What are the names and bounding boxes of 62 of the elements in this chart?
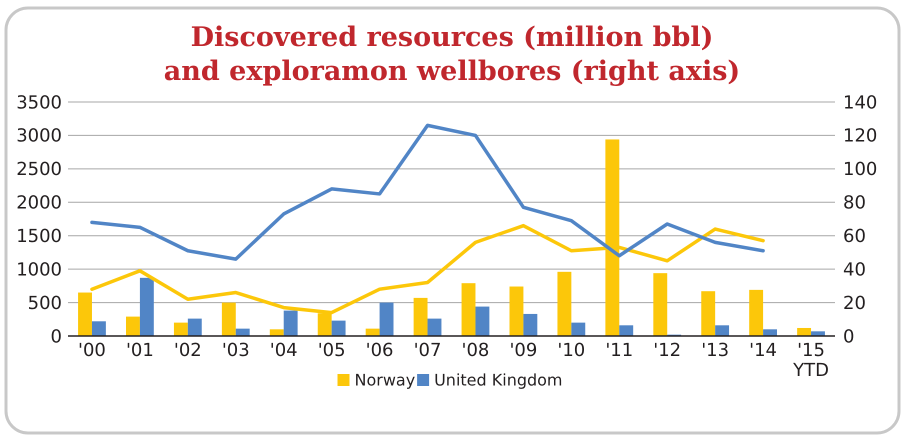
bar (332, 320, 346, 336)
x-tick-label: '15 YTD (792, 340, 829, 381)
bar (749, 290, 764, 336)
y2-tick-label: 0 (843, 326, 854, 348)
bar (510, 286, 524, 336)
x-tick-label: '02 (174, 340, 202, 361)
bar (475, 306, 490, 336)
x-tick-label: '08 (462, 340, 490, 361)
y2-tick-label: 80 (843, 192, 866, 214)
bar (236, 328, 250, 336)
y-tick-label: 0 (50, 326, 62, 348)
x-tick-label: '10 (557, 340, 586, 361)
chart-title: Discovered resources (million bbl) and exploramon wellbores (right axis) (164, 22, 740, 87)
y2-tick-label: 20 (843, 292, 866, 314)
x-tick-label: '09 (509, 340, 538, 361)
bar (380, 302, 394, 336)
x-tick-label: '14 (749, 340, 778, 361)
y2-tick-label: 120 (843, 126, 878, 147)
line-series (90, 124, 765, 261)
bar (414, 298, 428, 336)
x-tick-label: '13 (701, 340, 730, 361)
bar (523, 314, 538, 336)
x-tick-label: '03 (222, 340, 250, 361)
x-tick-label: '06 (366, 340, 394, 361)
x-tick-label: '07 (414, 340, 442, 361)
bar (126, 316, 140, 336)
y-tick-label: 2000 (16, 192, 62, 214)
y-tick-label: 3000 (16, 126, 62, 147)
bar (222, 302, 236, 336)
bar (366, 328, 380, 336)
bar (428, 318, 442, 336)
y-tick-label: 1500 (16, 226, 62, 248)
bar (92, 321, 106, 336)
legend-label: Norway (354, 370, 416, 390)
legend-label: United Kingdom (434, 370, 563, 390)
bar (763, 329, 777, 336)
x-tick-label: '05 (318, 340, 346, 361)
bar (619, 325, 634, 336)
x-tick-label: '00 (78, 340, 106, 361)
bar (701, 291, 716, 336)
bar (188, 318, 202, 336)
y2-tick-label: 60 (843, 226, 866, 248)
bar (462, 283, 476, 336)
y2-tick-label: 40 (843, 259, 866, 280)
x-tick-label: '04 (270, 340, 298, 361)
y-tick-label: 3500 (16, 92, 62, 114)
y2-tick-label: 140 (843, 92, 878, 114)
y2-tick-label: 100 (843, 159, 878, 180)
bar (571, 322, 586, 336)
x-tick-label: '11 (605, 340, 634, 361)
x-tick-label: '01 (126, 340, 154, 361)
bar (140, 278, 154, 336)
bar (557, 272, 572, 336)
bar (715, 325, 730, 336)
y-tick-label: 500 (28, 292, 62, 314)
bar (284, 310, 298, 336)
y-tick-label: 1000 (16, 259, 62, 280)
bar (797, 328, 812, 336)
x-tick-label: '12 (653, 340, 682, 361)
bar (653, 273, 668, 336)
bar (174, 322, 188, 336)
y-tick-label: 2500 (16, 159, 62, 180)
